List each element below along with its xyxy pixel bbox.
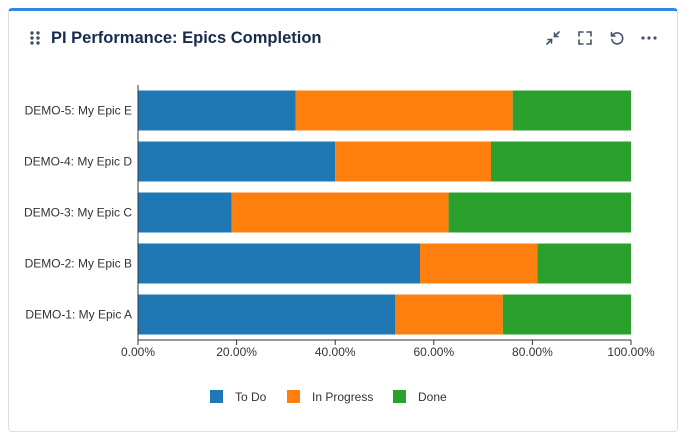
legend-label: In Progress [312,390,373,404]
bar-segment[interactable] [138,294,396,335]
bar-segment[interactable] [502,294,631,335]
legend-swatch [210,390,223,403]
drag-handle-icon[interactable] [29,30,41,46]
bar-segment[interactable] [537,243,631,284]
bar-segment[interactable] [420,243,538,284]
legend-label: Done [418,390,447,404]
x-tick-label: 40.00% [315,345,356,359]
x-tick-label: 20.00% [216,345,257,359]
bar-segment[interactable] [448,192,631,233]
bar-segment[interactable] [490,141,631,182]
legend-swatch [287,390,300,403]
widget-header: PI Performance: Epics Completion [9,11,677,67]
bar-segment[interactable] [512,90,631,131]
bar-segment[interactable] [138,141,336,182]
bar-segment[interactable] [295,90,513,131]
y-tick-label: DEMO-2: My Epic B [25,257,132,271]
bar-segment[interactable] [335,141,491,182]
more-icon[interactable] [639,28,659,48]
bar-segment[interactable] [138,243,420,284]
y-tick-label: DEMO-3: My Epic C [24,206,132,220]
legend-label: To Do [235,390,267,404]
y-tick-label: DEMO-5: My Epic E [25,104,132,118]
widget-toolbar [543,28,659,48]
x-tick-label: 60.00% [413,345,454,359]
bar-segment[interactable] [138,192,232,233]
bar-segment[interactable] [138,90,296,131]
refresh-icon[interactable] [607,28,627,48]
x-tick-label: 0.00% [121,345,155,359]
widget-title: PI Performance: Epics Completion [51,29,322,47]
bar-segment[interactable] [395,294,503,335]
x-tick-label: 80.00% [512,345,553,359]
collapse-icon[interactable] [543,28,563,48]
fullscreen-icon[interactable] [575,28,595,48]
bar-segment[interactable] [231,192,449,233]
y-tick-label: DEMO-1: My Epic A [25,308,132,322]
legend-swatch [393,390,406,403]
x-tick-label: 100.00% [607,345,655,359]
y-tick-label: DEMO-4: My Epic D [24,155,132,169]
